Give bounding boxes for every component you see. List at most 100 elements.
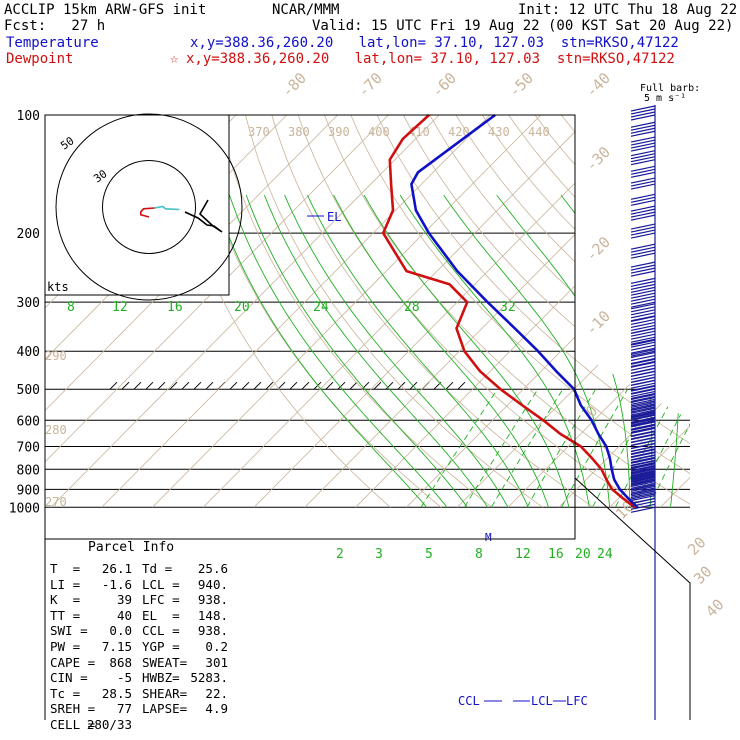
isotherm-label: 20 bbox=[684, 533, 710, 559]
wind-barb bbox=[630, 411, 656, 433]
wind-barb bbox=[630, 223, 656, 239]
barb-feather bbox=[630, 406, 656, 413]
theta-label: 390 bbox=[328, 125, 350, 139]
hatch-mark bbox=[337, 381, 346, 390]
barb-feather bbox=[630, 208, 656, 215]
barb-feather bbox=[630, 358, 656, 365]
barb-feather bbox=[630, 490, 656, 497]
moist-adiabat bbox=[245, 194, 474, 508]
barb-feather bbox=[630, 351, 656, 359]
barb-feather bbox=[630, 500, 656, 507]
barb-feather bbox=[630, 214, 656, 221]
barb-feather bbox=[630, 448, 656, 456]
barb-feather bbox=[630, 183, 656, 190]
parcel-info-cell: 22. bbox=[205, 685, 228, 701]
barb-feather bbox=[630, 417, 656, 424]
barb-feather bbox=[630, 442, 656, 450]
barb-feather bbox=[630, 420, 656, 427]
parcel-info-cell: Td = bbox=[142, 561, 173, 576]
barb-feather bbox=[630, 413, 656, 420]
barb-feather bbox=[630, 267, 656, 274]
isotherm-label: -30 bbox=[582, 143, 614, 175]
barb-feather bbox=[630, 315, 656, 322]
mixing-ratio-line bbox=[415, 388, 498, 508]
legend-temperature-info: x,y=388.36,260.20 lat,lon= 37.10, 127.03… bbox=[190, 35, 679, 51]
barb-feather bbox=[630, 165, 656, 172]
isotherm-line bbox=[101, 115, 491, 508]
parcel-info-cell: 4.9 bbox=[205, 701, 228, 717]
barb-feather bbox=[630, 467, 656, 474]
title-model: ACCLIP 15km ARW-GFS init bbox=[4, 2, 207, 18]
hatch-mark bbox=[325, 381, 334, 390]
barb-feather bbox=[630, 330, 656, 337]
barb-legend-unit: 5 m s⁻¹ bbox=[644, 93, 687, 104]
lfc-label: LFC bbox=[566, 694, 588, 708]
mixing-ratio-line bbox=[556, 388, 628, 508]
mixing-ratio-line bbox=[486, 388, 564, 508]
pressure-tick-label: 600 bbox=[17, 414, 40, 429]
parcel-info-cell: -1.6 bbox=[101, 576, 132, 592]
mixing-ratio-line bbox=[521, 388, 597, 508]
parcel-info-cell: 938. bbox=[197, 592, 228, 608]
barb-feather bbox=[630, 315, 656, 323]
barb-feather bbox=[630, 410, 656, 417]
barb-feather bbox=[630, 392, 656, 400]
wind-barb bbox=[630, 261, 656, 277]
dry-adiabat bbox=[350, 115, 690, 508]
barb-feather bbox=[630, 461, 656, 469]
plot-frame-upper bbox=[44, 114, 576, 540]
barb-feather bbox=[630, 471, 656, 479]
isotherm-line bbox=[50, 115, 440, 508]
wind-barb bbox=[630, 315, 656, 335]
isotherm-line bbox=[711, 115, 740, 507]
parcel-info-cell: -5 bbox=[116, 670, 132, 686]
barb-feather bbox=[630, 124, 656, 131]
barb-feather bbox=[630, 292, 656, 299]
mixing-ratio-label: 5 bbox=[425, 547, 433, 562]
barb-feather bbox=[630, 474, 656, 482]
wind-barb bbox=[630, 205, 656, 221]
legend-dewpoint-info: x,y=388.36,260.20 lat,lon= 37.10, 127.03… bbox=[186, 51, 675, 67]
barb-feather bbox=[630, 433, 656, 440]
wind-barb bbox=[630, 418, 656, 440]
barb-feather bbox=[630, 454, 656, 461]
hatch-mark bbox=[277, 381, 286, 390]
barb-feather bbox=[630, 393, 656, 401]
parcel-info-cell: LFC = bbox=[142, 592, 180, 608]
dry-adiabat bbox=[693, 115, 740, 516]
wind-barb bbox=[630, 289, 656, 308]
dewpoint-trace bbox=[381, 114, 636, 509]
legend-dewpoint-label: Dewpoint bbox=[6, 51, 74, 67]
isotherm-line bbox=[152, 115, 542, 508]
hatch-mark bbox=[361, 381, 370, 390]
isotherm-line bbox=[507, 115, 690, 508]
parcel-info-cell: LCL = bbox=[142, 576, 180, 592]
barb-feather bbox=[630, 373, 656, 381]
barb-feather bbox=[630, 460, 656, 467]
parcel-info-cell: 40 bbox=[116, 607, 132, 623]
barb-feather bbox=[630, 111, 656, 118]
parcel-info-cell: 301 bbox=[205, 654, 228, 670]
moist-adiabat bbox=[213, 194, 435, 508]
isotherm-line bbox=[45, 115, 389, 508]
isotherm-label: -40 bbox=[582, 69, 614, 101]
moist-adiabat-label: 32 bbox=[500, 300, 516, 315]
barb-feather bbox=[630, 171, 656, 178]
el-label: EL bbox=[327, 210, 341, 224]
barb-feather bbox=[630, 451, 656, 459]
dry-adiabat bbox=[481, 115, 690, 508]
barb-feather bbox=[630, 360, 656, 368]
barb-feather bbox=[630, 280, 656, 287]
barb-feather bbox=[630, 150, 656, 157]
wind-barb bbox=[630, 400, 656, 419]
barb-feather bbox=[630, 341, 656, 348]
dry-adiabat bbox=[429, 115, 690, 508]
moist-adiabat-label: 12 bbox=[112, 300, 128, 315]
parcel-info-cell: 77 bbox=[116, 701, 132, 717]
hatch-mark bbox=[253, 381, 262, 390]
barb-feather bbox=[630, 286, 656, 293]
theta-label: 380 bbox=[288, 125, 310, 139]
parcel-info-cell: CELL = bbox=[50, 717, 96, 732]
barb-feather bbox=[630, 232, 656, 239]
parcel-info-cell: PW = bbox=[50, 639, 81, 654]
